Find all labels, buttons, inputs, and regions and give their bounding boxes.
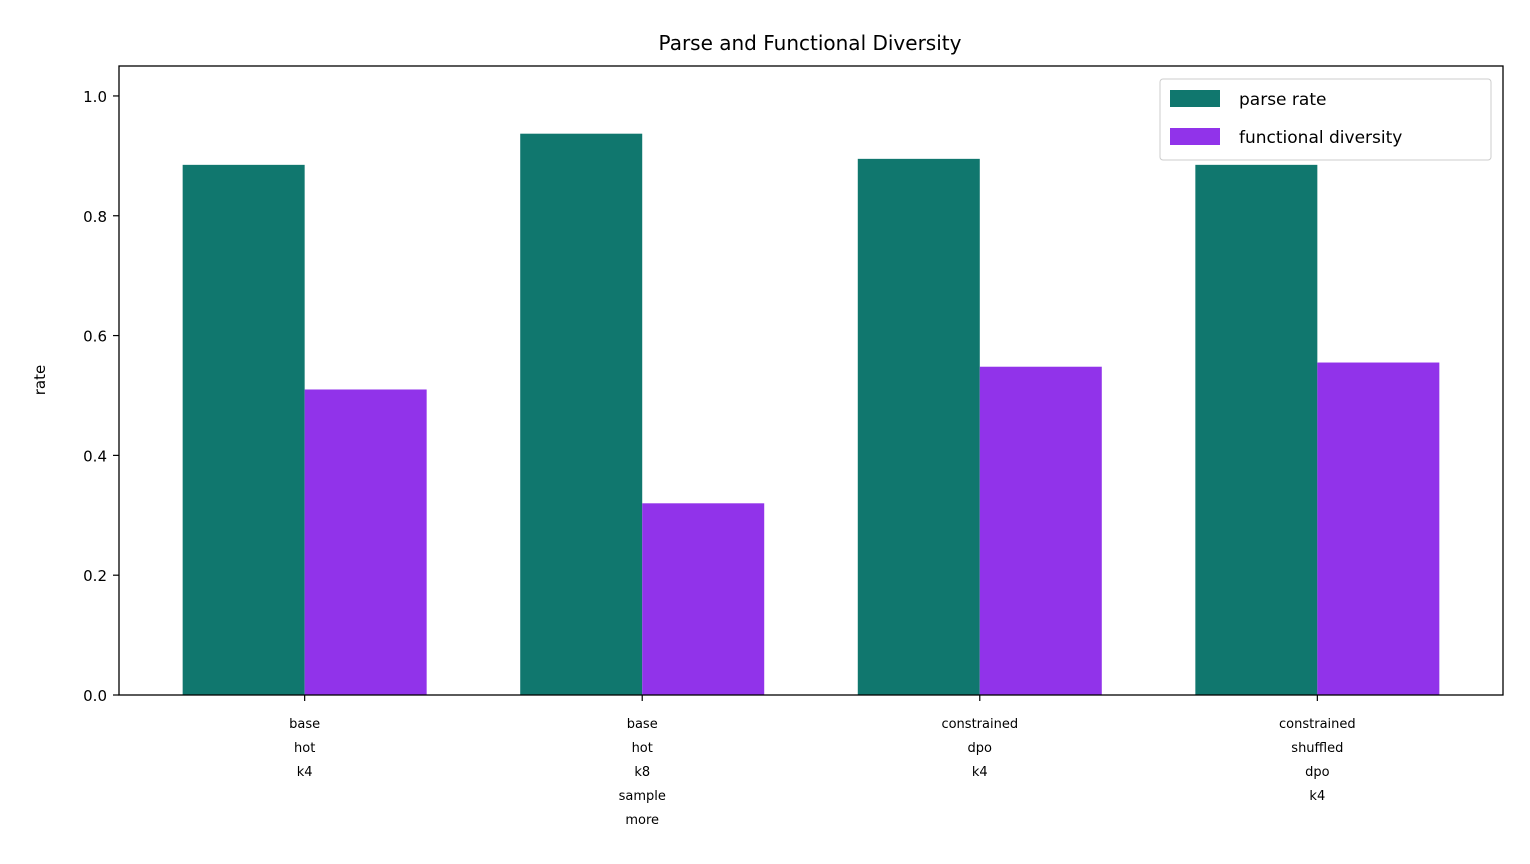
bar-functional-diversity-1 (642, 503, 765, 695)
legend: parse rate functional diversity (1159, 78, 1492, 161)
bar-functional-diversity-3 (1317, 362, 1440, 695)
legend-swatch-parse-rate (1170, 90, 1220, 107)
bars (182, 133, 1440, 696)
x-tick-label: constrained shuffled dpo k4 (1279, 717, 1356, 804)
y-tick-label: 0.4 (83, 447, 107, 465)
y-tick-label: 0.8 (83, 208, 107, 226)
y-tick-label: 0.6 (83, 328, 107, 346)
bar-functional-diversity-0 (304, 389, 427, 695)
y-tick-label: 0.2 (83, 567, 107, 585)
legend-label-parse-rate: parse rate (1239, 90, 1326, 110)
x-axis: base hot k4 base hot k8 sample more constrained d… (289, 695, 1356, 828)
legend-label-functional-diversity: functional diversity (1239, 128, 1402, 148)
bar-parse-rate-1 (520, 133, 643, 695)
legend-swatch-functional-diversity (1170, 128, 1220, 145)
y-tick-label: 1.0 (83, 88, 107, 106)
legend-box (1159, 78, 1492, 161)
x-tick-label: base hot k4 (289, 717, 320, 780)
bar-functional-diversity-2 (979, 366, 1102, 695)
chart-title: Parse and Functional Diversity (659, 31, 962, 55)
y-axis-label: rate (31, 365, 49, 395)
plot-frame (118, 65, 1504, 696)
bar-parse-rate-0 (182, 164, 305, 696)
y-axis: 0.0 0.2 0.4 0.6 0.8 1.0 (83, 88, 119, 705)
x-tick-label: constrained dpo k4 (941, 717, 1018, 780)
x-tick-label: base hot k8 sample more (619, 717, 666, 828)
y-tick-label: 0.0 (83, 687, 107, 705)
bar-parse-rate-3 (1195, 164, 1318, 696)
bar-parse-rate-2 (857, 158, 980, 695)
